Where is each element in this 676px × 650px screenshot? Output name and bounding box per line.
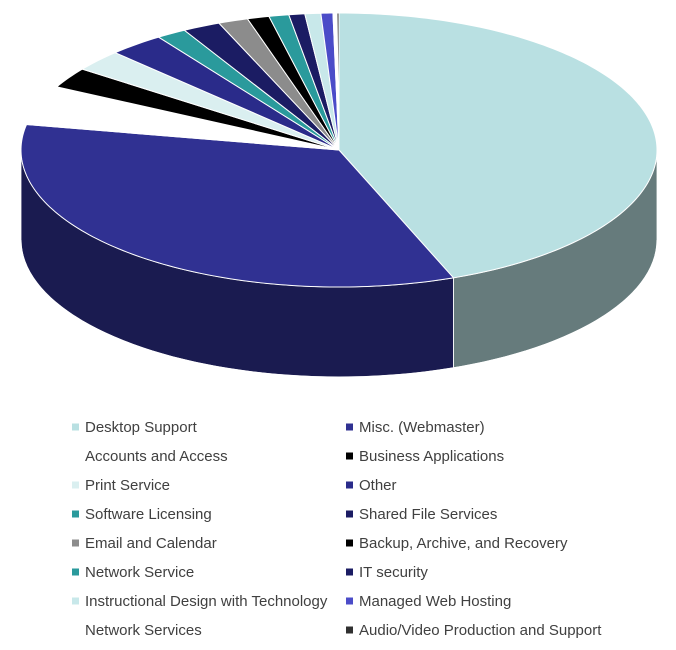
legend-label-9: Backup, Archive, and Recovery xyxy=(359,535,568,552)
legend-item: Shared File Services xyxy=(346,506,497,523)
pie-slice-4 xyxy=(81,52,340,151)
legend-label-10: Network Service xyxy=(85,564,194,581)
legend-item: Audio/Video Production and Support xyxy=(346,622,602,639)
legend-label-14: Network Services xyxy=(85,622,202,639)
pie-slice-6 xyxy=(158,29,340,151)
legend-item: Accounts and Access xyxy=(72,448,228,465)
legend-item: Email and Calendar xyxy=(72,535,217,552)
legend-marker-13 xyxy=(346,597,353,605)
legend-item: Managed Web Hosting xyxy=(346,593,511,610)
legend-item: Desktop Support xyxy=(72,419,198,436)
legend-item: Print Service xyxy=(72,477,170,494)
legend-marker-4 xyxy=(72,481,79,489)
legend-marker-0 xyxy=(72,423,79,431)
legend-marker-9 xyxy=(346,539,353,547)
legend-label-5: Other xyxy=(359,477,397,494)
legend-marker-10 xyxy=(72,568,79,576)
legend-label-8: Email and Calendar xyxy=(85,535,217,552)
legend-marker-6 xyxy=(72,510,79,518)
legend-marker-8 xyxy=(72,539,79,547)
pie-slice-7 xyxy=(183,22,340,151)
legend-item: Other xyxy=(346,477,397,494)
legend: Desktop Support Misc. (Webmaster) Accounts… xyxy=(72,419,602,639)
legend-item: Backup, Archive, and Recovery xyxy=(346,535,568,552)
legend-label-12: Instructional Design with Technology xyxy=(85,593,328,610)
legend-marker-7 xyxy=(346,510,353,518)
legend-label-3: Business Applications xyxy=(359,448,504,465)
legend-label-4: Print Service xyxy=(85,477,170,494)
legend-label-13: Managed Web Hosting xyxy=(359,593,511,610)
legend-label-1: Misc. (Webmaster) xyxy=(359,419,485,436)
legend-item: Network Service xyxy=(72,564,194,581)
pie-slice-8 xyxy=(218,18,340,151)
legend-label-2: Accounts and Access xyxy=(85,448,228,465)
legend-marker-12 xyxy=(72,597,79,605)
legend-marker-5 xyxy=(346,481,353,489)
pie-slice-1 xyxy=(20,124,454,288)
pie-slice-0 xyxy=(338,12,658,279)
legend-item: Business Applications xyxy=(346,448,504,465)
pie-slice-5 xyxy=(114,36,340,151)
legend-label-7: Shared File Services xyxy=(359,506,497,523)
pie-slice-3 xyxy=(56,68,340,151)
pie-slice-2 xyxy=(26,86,340,151)
legend-label-11: IT security xyxy=(359,564,428,581)
pie-slice-15 xyxy=(336,12,340,151)
pie-side-outline xyxy=(20,239,658,378)
legend-marker-3 xyxy=(346,452,353,460)
legend-label-0: Desktop Support xyxy=(85,419,198,436)
legend-marker-15 xyxy=(346,626,353,634)
legend-marker-2 xyxy=(72,452,79,460)
legend-marker-14 xyxy=(72,626,79,634)
pie-slices xyxy=(20,12,658,288)
legend-item: Instructional Design with Technology xyxy=(72,593,328,610)
legend-item: IT security xyxy=(346,564,428,581)
legend-item: Network Services xyxy=(72,622,202,639)
legend-label-6: Software Licensing xyxy=(85,506,212,523)
legend-marker-1 xyxy=(346,423,353,431)
legend-label-15: Audio/Video Production and Support xyxy=(359,622,602,639)
legend-item: Misc. (Webmaster) xyxy=(346,419,485,436)
legend-item: Software Licensing xyxy=(72,506,212,523)
legend-marker-11 xyxy=(346,568,353,576)
